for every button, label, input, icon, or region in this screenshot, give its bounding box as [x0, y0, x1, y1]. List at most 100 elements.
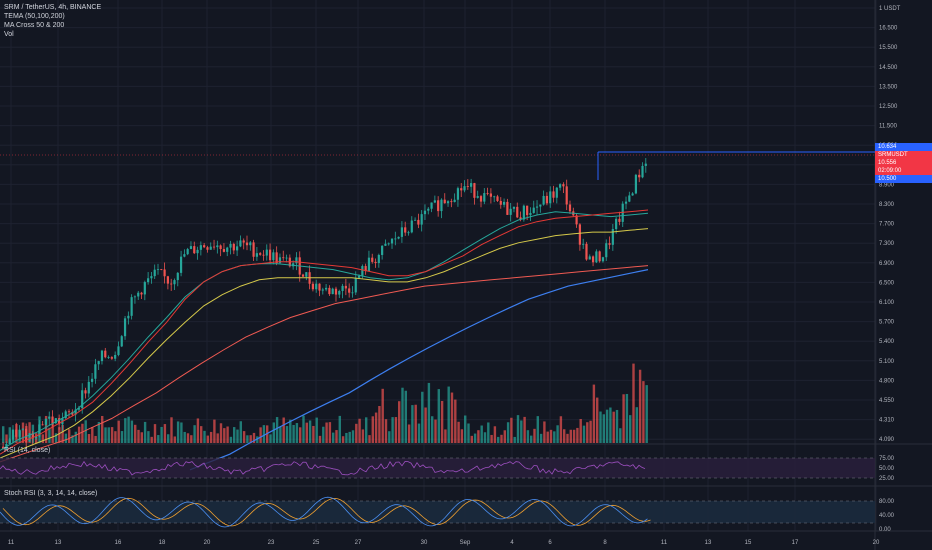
candle-body: [11, 429, 15, 440]
volume-bar: [170, 417, 173, 443]
time-axis-label: 25: [313, 540, 320, 546]
candle-body: [588, 256, 591, 260]
price-axis-label: 4.090: [879, 437, 895, 443]
time-axis-label: 13: [705, 540, 712, 546]
candle-body: [539, 204, 542, 207]
volume-bar: [186, 433, 190, 443]
volume-bar: [388, 431, 391, 443]
volume-bar: [223, 428, 226, 443]
ma-cross-indicator-label[interactable]: MA Cross 50 & 200: [4, 22, 65, 29]
volume-bar: [596, 397, 599, 443]
volume-bar: [315, 417, 318, 443]
candle-body: [585, 243, 588, 260]
volume-bar: [130, 420, 134, 443]
volume-bar: [358, 418, 361, 443]
volume-bar: [586, 422, 589, 443]
price-axis-label: 6.500: [879, 280, 895, 286]
volume-bar: [318, 435, 322, 443]
candle-body: [67, 411, 71, 413]
volume-bar: [51, 422, 54, 443]
candle-body: [127, 315, 130, 319]
volume-indicator-label[interactable]: Vol: [4, 31, 14, 38]
candle-body: [479, 196, 483, 202]
candle-body: [272, 252, 275, 261]
volume-bar: [516, 415, 520, 443]
candle-body: [212, 246, 216, 248]
price-axis-label: 8.300: [879, 202, 895, 208]
stoch-axis-label: 0.00: [879, 527, 891, 533]
tema-indicator-label[interactable]: TEMA (50,100,200): [4, 13, 65, 20]
candle-body: [311, 283, 315, 290]
volume-bar: [84, 420, 87, 443]
candle-body: [516, 206, 519, 218]
volume-bar: [239, 421, 242, 443]
price-axis-label: 13.500: [879, 84, 898, 90]
stoch-axis-label: 80.00: [879, 499, 895, 505]
candle-body: [404, 227, 407, 233]
candle-body: [615, 218, 618, 230]
candle-body: [325, 287, 328, 290]
candle-body: [130, 297, 133, 316]
volume-bar: [157, 435, 160, 443]
candle-body: [206, 247, 209, 250]
candle-body: [618, 218, 621, 222]
volume-bar: [97, 422, 101, 443]
volume-bar: [642, 381, 645, 443]
candle-body: [321, 289, 324, 291]
candle-body: [193, 246, 196, 254]
price-axis-label: 4.800: [879, 378, 895, 384]
candle-body: [453, 199, 456, 203]
volume-bar: [322, 426, 325, 443]
candle-body: [100, 350, 104, 362]
volume-bar: [536, 416, 539, 443]
volume-bar: [272, 422, 275, 443]
candle-body: [255, 253, 258, 257]
volume-bar: [193, 425, 196, 443]
volume-bar: [28, 422, 31, 443]
volume-bar: [279, 426, 282, 443]
candle-body: [48, 416, 51, 419]
volume-bar: [58, 427, 61, 443]
volume-bar: [236, 429, 239, 443]
candle-body: [143, 282, 146, 295]
candle-body: [410, 220, 413, 233]
volume-bar: [5, 434, 8, 443]
candle-body: [390, 238, 394, 244]
stoch-rsi-pane-label[interactable]: Stoch RSI (3, 3, 14, 14, close): [4, 490, 98, 497]
candle-body: [222, 249, 226, 252]
candle-body: [413, 219, 417, 221]
candle-body: [628, 195, 631, 202]
time-axis-label: 23: [268, 540, 275, 546]
candle-body: [446, 201, 450, 204]
tema-yellow-line: [0, 228, 649, 459]
volume-bar: [411, 405, 414, 443]
candle-body: [427, 208, 430, 211]
candle-body: [400, 227, 404, 237]
volume-bar: [520, 420, 523, 443]
candle-body: [361, 266, 364, 276]
volume-bar: [579, 419, 582, 443]
volume-bar: [381, 388, 384, 443]
volume-bar: [167, 434, 170, 443]
volume-bar: [417, 423, 421, 443]
price-axis-label: 12.500: [879, 104, 898, 110]
symbol-label[interactable]: SRM / TetherUS, 4h, BINANCE: [4, 4, 102, 11]
candle-body: [423, 210, 427, 215]
price-axis-label: 1 USDT: [879, 6, 901, 12]
volume-bar: [394, 417, 398, 443]
candle-body: [559, 184, 562, 188]
candle-body: [519, 217, 522, 220]
time-axis-label: 11: [8, 540, 15, 546]
volume-bar: [602, 414, 605, 443]
rsi-pane-label[interactable]: RSI (14, close): [4, 447, 51, 454]
volume-bar: [21, 422, 25, 443]
volume-bar: [68, 429, 71, 443]
candle-body: [114, 354, 117, 359]
candle-body: [595, 251, 598, 263]
candle-body: [31, 433, 34, 439]
price-axis-label: 16.500: [879, 26, 898, 32]
candle-body: [591, 256, 595, 263]
volume-bar: [114, 431, 117, 443]
volume-bar: [510, 417, 513, 443]
